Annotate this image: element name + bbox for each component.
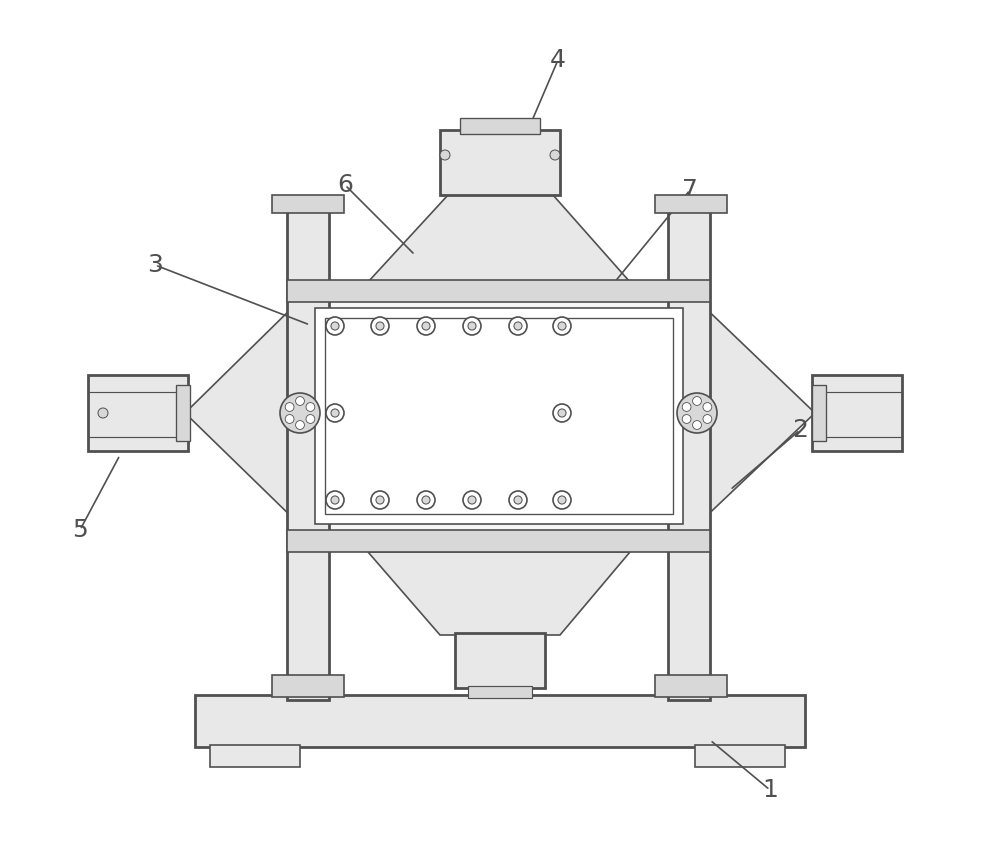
Bar <box>272 195 344 213</box>
Polygon shape <box>697 300 815 525</box>
Circle shape <box>703 414 712 424</box>
Circle shape <box>463 317 481 335</box>
Circle shape <box>514 322 522 330</box>
Circle shape <box>558 496 566 504</box>
Circle shape <box>285 402 294 412</box>
Bar <box>812 385 826 441</box>
Bar <box>668 200 710 700</box>
Circle shape <box>331 322 339 330</box>
Text: 5: 5 <box>72 518 88 542</box>
Bar <box>287 280 710 302</box>
Bar <box>287 530 710 552</box>
Polygon shape <box>368 552 630 635</box>
Circle shape <box>326 404 344 422</box>
Circle shape <box>296 421 304 429</box>
Circle shape <box>417 491 435 509</box>
Circle shape <box>553 491 571 509</box>
Circle shape <box>376 496 384 504</box>
Circle shape <box>422 322 430 330</box>
Circle shape <box>98 408 108 418</box>
Bar <box>88 375 188 451</box>
Circle shape <box>509 491 527 509</box>
Circle shape <box>440 150 450 160</box>
Circle shape <box>468 496 476 504</box>
Bar <box>455 633 545 688</box>
Circle shape <box>558 409 566 417</box>
Circle shape <box>682 414 691 424</box>
Circle shape <box>693 396 701 406</box>
Bar <box>655 195 727 213</box>
Bar <box>176 385 190 441</box>
Bar <box>315 308 683 524</box>
Text: 2: 2 <box>792 418 808 442</box>
Bar <box>695 745 785 767</box>
Circle shape <box>703 402 712 412</box>
Circle shape <box>326 317 344 335</box>
Bar <box>195 695 805 747</box>
Circle shape <box>509 317 527 335</box>
Circle shape <box>468 322 476 330</box>
Circle shape <box>463 491 481 509</box>
Circle shape <box>371 491 389 509</box>
Bar <box>272 675 344 697</box>
Bar <box>325 318 673 514</box>
Circle shape <box>306 414 315 424</box>
Bar <box>440 130 560 195</box>
Circle shape <box>326 491 344 509</box>
Circle shape <box>417 317 435 335</box>
Circle shape <box>422 496 430 504</box>
Text: 3: 3 <box>147 253 163 277</box>
Circle shape <box>550 150 560 160</box>
Circle shape <box>553 404 571 422</box>
Circle shape <box>371 317 389 335</box>
Text: 7: 7 <box>682 178 698 202</box>
Circle shape <box>553 317 571 335</box>
Bar <box>812 375 902 451</box>
Bar <box>468 686 532 698</box>
Polygon shape <box>185 300 300 525</box>
Circle shape <box>306 402 315 412</box>
Circle shape <box>331 496 339 504</box>
Circle shape <box>296 396 304 406</box>
Bar <box>655 675 727 697</box>
Circle shape <box>331 409 339 417</box>
Polygon shape <box>368 195 630 282</box>
Circle shape <box>677 393 717 433</box>
Circle shape <box>285 414 294 424</box>
Bar <box>210 745 300 767</box>
Bar <box>460 118 540 134</box>
Circle shape <box>693 421 701 429</box>
Circle shape <box>376 322 384 330</box>
Text: 4: 4 <box>550 48 566 72</box>
Circle shape <box>682 402 691 412</box>
Circle shape <box>280 393 320 433</box>
Bar <box>287 200 329 700</box>
Circle shape <box>514 496 522 504</box>
Text: 6: 6 <box>337 173 353 197</box>
Bar <box>300 295 697 537</box>
Text: 1: 1 <box>762 778 778 802</box>
Circle shape <box>558 322 566 330</box>
